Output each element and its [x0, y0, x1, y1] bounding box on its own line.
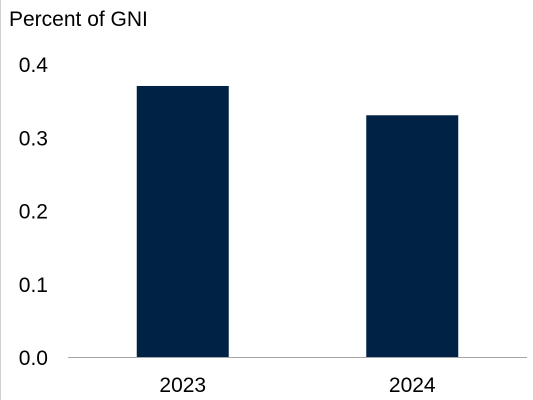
x-tick-labels: 2023 2024	[159, 374, 436, 397]
y-tick-label: 0.2	[19, 201, 48, 224]
bars	[136, 85, 459, 358]
y-tick-label: 0.4	[19, 54, 49, 77]
y-tick-label: 0.1	[19, 274, 48, 297]
y-tick-label: 0.0	[19, 347, 48, 370]
y-tick-labels: 0.0 0.1 0.2 0.3 0.4	[19, 54, 49, 370]
bar-2023	[136, 85, 229, 357]
y-axis-label: Percent of GNI	[9, 8, 148, 31]
left-border	[0, 0, 1, 400]
y-tick-label: 0.3	[19, 127, 48, 150]
x-tick-label: 2023	[159, 374, 206, 397]
bar-2024	[366, 115, 459, 358]
x-tick-label: 2024	[389, 374, 436, 397]
